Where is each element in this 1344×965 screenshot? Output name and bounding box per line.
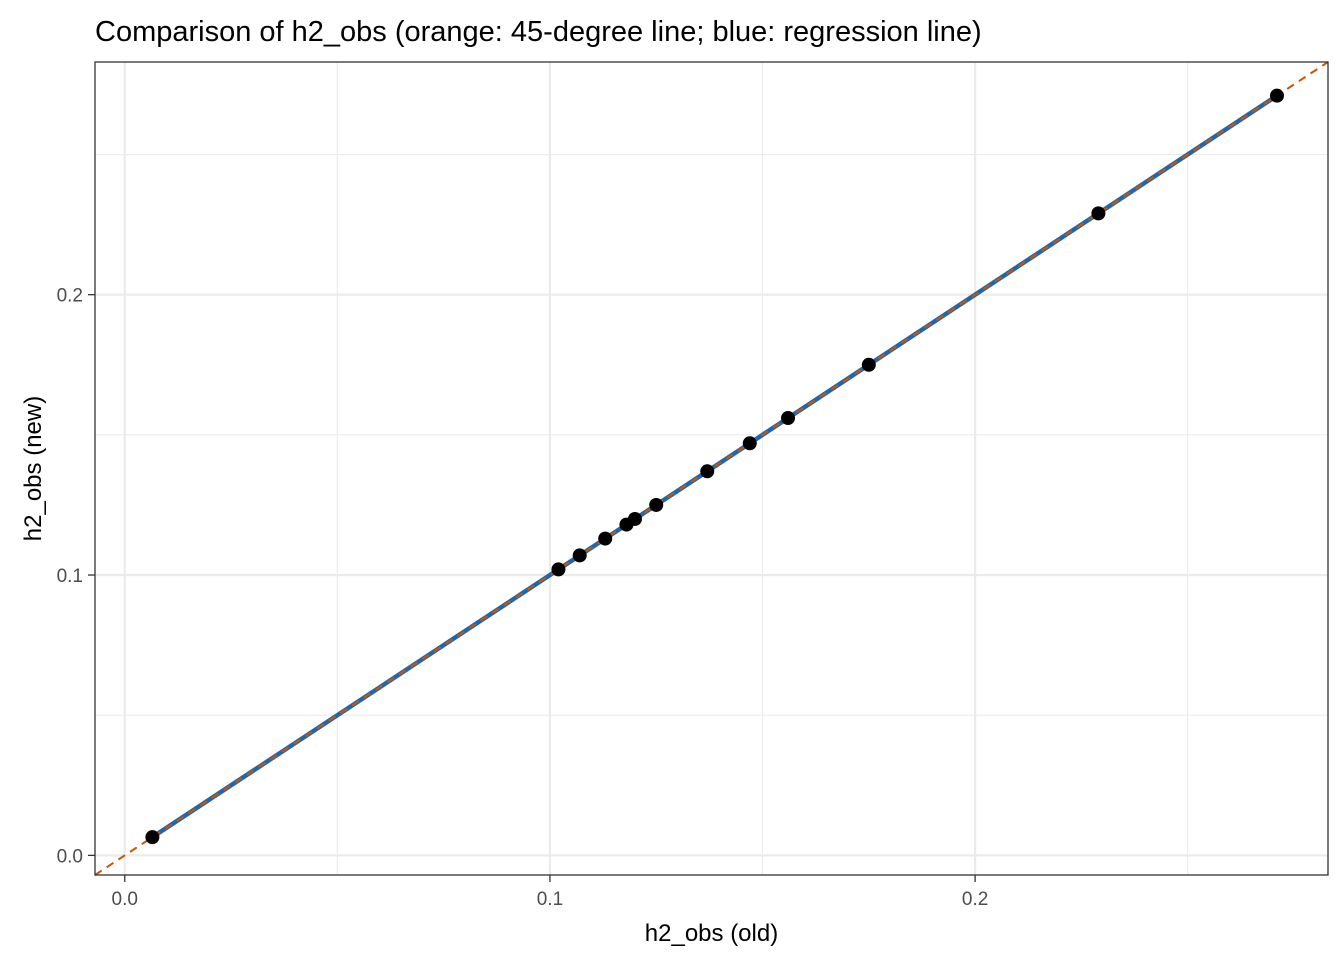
x-axis-label: h2_obs (old) [645,920,778,947]
x-tick-label: 0.2 [962,889,988,910]
data-point [742,436,757,451]
y-tick-label: 0.2 [57,286,83,307]
data-point [1269,88,1284,103]
data-point [551,562,566,577]
y-tick-label: 0.1 [57,566,83,587]
chart-title: Comparison of h2_obs (orange: 45-degree … [95,16,982,48]
data-point [598,531,613,546]
data-points [145,88,1284,845]
y-tick-label: 0.0 [57,846,83,867]
y-axis-label: h2_obs (new) [20,396,47,541]
grid-lines [95,62,1328,875]
panel-border [94,61,1329,876]
data-point [145,830,160,845]
data-point [1091,206,1106,221]
data-point [861,357,876,372]
data-point [700,464,715,479]
data-point [649,497,664,512]
data-point [781,411,796,426]
axes: 0.0 0.1 0.2 0.0 0.1 0.2 [57,286,989,910]
x-tick-label: 0.1 [537,889,563,910]
data-point [627,511,642,526]
data-point [572,548,587,563]
x-tick-label: 0.0 [112,889,138,910]
